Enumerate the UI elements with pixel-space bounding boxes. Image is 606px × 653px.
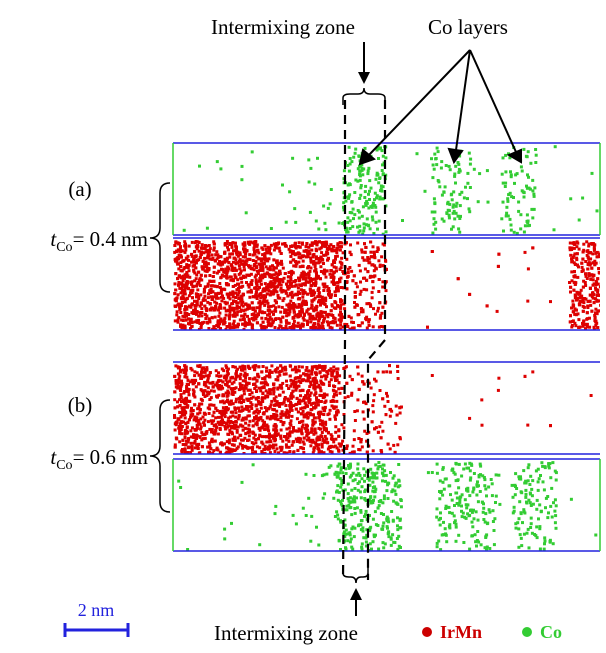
legend-label: IrMn: [440, 622, 482, 642]
panel-frames: [172, 142, 601, 552]
brace-b: [149, 399, 171, 513]
intermixing-lines: [341, 100, 387, 581]
symbol: t: [50, 227, 57, 251]
atom-maps: [173, 145, 600, 551]
symbol: t: [50, 445, 57, 469]
scale-bar: [63, 623, 130, 637]
bottom-arrow-head: [350, 588, 362, 600]
scale-bar-label: 2 nm: [78, 600, 115, 620]
atom-map: [173, 364, 593, 454]
subscript: Co: [56, 458, 72, 473]
panel-a-thickness: tCo= 0.4 nm: [50, 227, 148, 255]
atom-map: [173, 240, 600, 330]
co-layers-label: Co layers: [428, 15, 508, 39]
atom-map: [177, 461, 598, 551]
thickness-value: = 0.6 nm: [73, 445, 148, 469]
panel-b-label: (b): [68, 393, 93, 417]
top-label: Intermixing zone: [211, 15, 355, 39]
atom-map: [182, 145, 599, 235]
top-arrow-head: [358, 72, 370, 84]
legend-marker: [422, 627, 432, 637]
legend-label: Co: [540, 622, 562, 642]
brace-a: [149, 182, 171, 293]
panel-a-label: (a): [68, 177, 91, 201]
co-arrows: [358, 49, 522, 166]
panel-b-thickness: tCo= 0.6 nm: [50, 445, 148, 473]
thickness-value: = 0.4 nm: [73, 227, 148, 251]
subscript: Co: [56, 240, 72, 255]
legend-marker: [522, 627, 532, 637]
top-brace: [342, 87, 386, 105]
bottom-label: Intermixing zone: [214, 621, 358, 645]
bottom-brace: [342, 566, 369, 584]
